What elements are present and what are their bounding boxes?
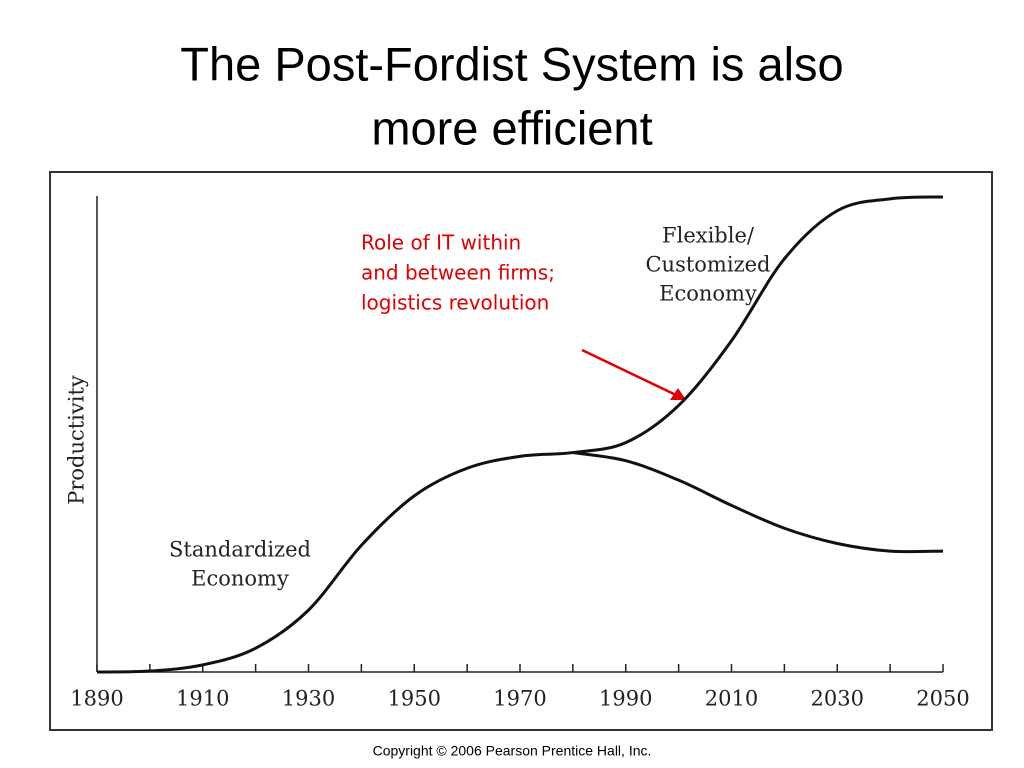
annotation: and between firms;	[361, 261, 555, 285]
copyright: Copyright © 2006 Pearson Prentice Hall, …	[373, 743, 652, 759]
x-tick-label: 1970	[493, 687, 546, 711]
chart-frame	[49, 171, 993, 731]
x-tick-label: 2050	[916, 687, 969, 711]
y-axis-label: Productivity	[65, 375, 89, 505]
x-tick-label: 1950	[388, 687, 441, 711]
x-tick-label: 2010	[705, 687, 758, 711]
slide-title: The Post-Fordist System is also	[180, 37, 843, 90]
curve	[96, 195, 944, 674]
annotation: Standardized	[169, 538, 311, 562]
annotation: Economy	[659, 282, 757, 306]
annotation: Economy	[191, 567, 289, 591]
annotation: Flexible/	[662, 224, 755, 248]
annotation: Customized	[645, 253, 770, 277]
slide-title: more efficient	[371, 101, 652, 154]
x-tick-label: 1910	[176, 687, 229, 711]
annotation-arrow	[581, 348, 677, 397]
x-tick-label: 2030	[811, 687, 864, 711]
x-tick-label: 1990	[599, 687, 652, 711]
x-tick-label: 1930	[282, 687, 335, 711]
x-tick-label: 1890	[70, 687, 123, 711]
arrow-head	[670, 388, 686, 400]
curve	[572, 451, 944, 554]
annotation: Role of IT within	[361, 231, 521, 255]
annotation: logistics revolution	[361, 291, 549, 315]
